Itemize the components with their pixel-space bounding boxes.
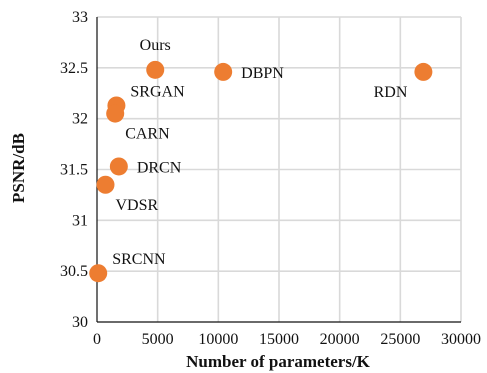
y-tick-label: 30 [72,314,88,331]
point-labels: Ours DBPN RDN SRGAN CARN DRCN VDSR SRCNN [112,37,408,268]
point-label-srcnn: SRCNN [112,251,166,268]
x-tick-label: 10000 [198,331,238,348]
data-points [89,60,433,283]
y-tick-label: 31.5 [60,162,88,179]
point-carn [106,104,125,123]
point-label-rdn: RDN [374,84,408,101]
y-tick-label: 32.5 [60,60,88,77]
x-tick-label: 25000 [380,331,420,348]
point-dbpn [214,62,233,81]
y-tick-label: 33 [72,9,88,26]
point-drcn [109,157,128,176]
point-label-srgan: SRGAN [130,83,185,100]
x-tick-label: 0 [93,331,101,348]
x-tick-label: 15000 [259,331,299,348]
point-label-vdsr: VDSR [115,197,158,214]
y-axis-title: PSNR/dB [9,133,28,203]
point-label-ours: Ours [140,37,171,54]
x-tick-label: 5000 [142,331,174,348]
point-ours [146,60,165,79]
y-tick-labels: 30 30.5 31 31.5 32 32.5 33 [60,9,88,331]
x-axis-title: Number of parameters/K [186,352,371,371]
point-rdn [414,62,433,81]
x-tick-labels: 0 5000 10000 15000 20000 25000 30000 [93,331,481,348]
point-label-drcn: DRCN [137,159,182,176]
x-tick-label: 20000 [320,331,360,348]
point-label-dbpn: DBPN [241,65,284,82]
point-vdsr [96,175,115,194]
point-srcnn [89,264,108,283]
point-label-carn: CARN [125,126,170,143]
y-tick-label: 30.5 [60,263,88,280]
y-tick-label: 32 [72,111,88,128]
x-tick-label: 30000 [441,331,481,348]
y-tick-label: 31 [72,212,88,229]
